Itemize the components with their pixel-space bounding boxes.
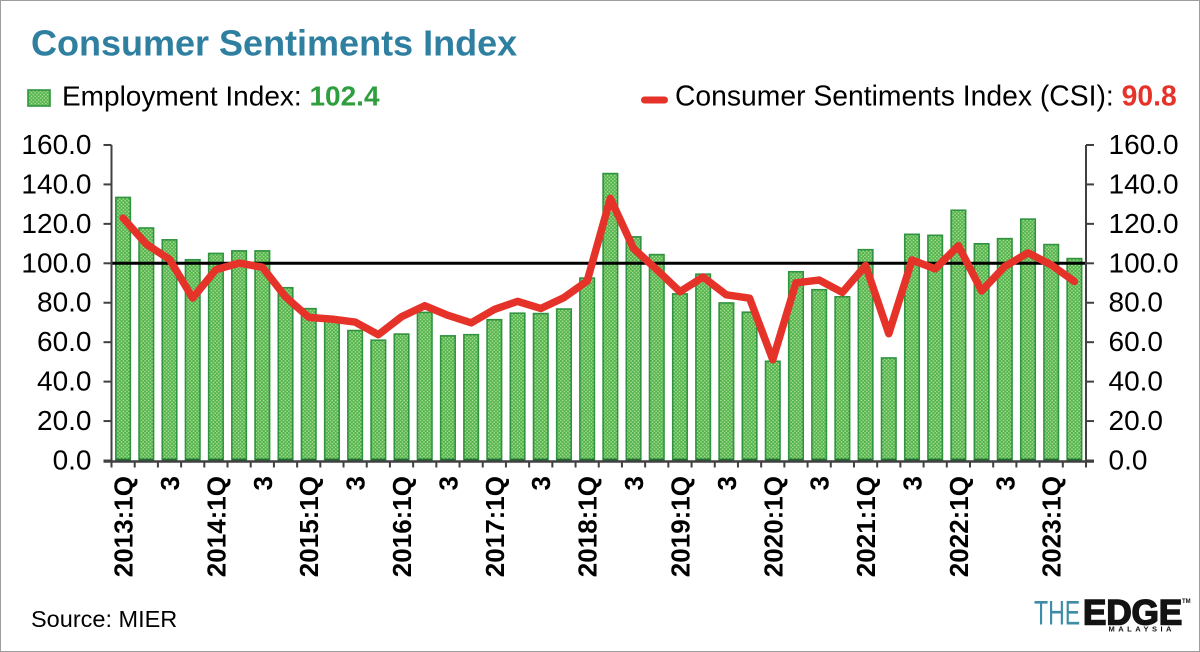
svg-text:40.0: 40.0 <box>1109 366 1164 397</box>
svg-text:2013:1Q: 2013:1Q <box>109 476 139 577</box>
svg-text:2022:1Q: 2022:1Q <box>944 476 974 577</box>
svg-text:3: 3 <box>341 476 371 490</box>
svg-text:2016:1Q: 2016:1Q <box>387 476 417 577</box>
svg-text:20.0: 20.0 <box>1109 405 1164 436</box>
svg-text:140.0: 140.0 <box>21 168 91 199</box>
svg-text:0.0: 0.0 <box>1109 445 1148 476</box>
svg-text:160.0: 160.0 <box>21 129 91 160</box>
svg-text:MALAYSIA: MALAYSIA <box>1109 625 1175 634</box>
svg-text:100.0: 100.0 <box>1109 247 1179 278</box>
svg-text:2014:1Q: 2014:1Q <box>201 476 231 577</box>
svg-text:60.0: 60.0 <box>1109 326 1164 357</box>
svg-text:TM: TM <box>1182 599 1191 605</box>
svg-text:20.0: 20.0 <box>37 405 92 436</box>
svg-text:EDGE: EDGE <box>1083 594 1182 633</box>
svg-text:140.0: 140.0 <box>1109 168 1179 199</box>
svg-text:3: 3 <box>155 476 185 490</box>
svg-text:80.0: 80.0 <box>1109 287 1164 318</box>
svg-text:60.0: 60.0 <box>37 326 92 357</box>
svg-text:3: 3 <box>990 476 1020 490</box>
svg-text:Consumer Sentiments Index (CSI: Consumer Sentiments Index (CSI): 90.8 <box>675 80 1177 112</box>
svg-text:Consumer Sentiments Index: Consumer Sentiments Index <box>31 23 517 64</box>
svg-text:3: 3 <box>805 476 835 490</box>
svg-text:THE: THE <box>1034 595 1080 632</box>
svg-text:0.0: 0.0 <box>53 445 92 476</box>
svg-text:3: 3 <box>248 476 278 490</box>
svg-text:100.0: 100.0 <box>21 247 91 278</box>
svg-text:3: 3 <box>712 476 742 490</box>
svg-text:2015:1Q: 2015:1Q <box>294 476 324 577</box>
svg-text:2021:1Q: 2021:1Q <box>851 476 881 577</box>
svg-text:Source: MIER: Source: MIER <box>31 606 177 632</box>
svg-text:Employment Index: 102.4: Employment Index: 102.4 <box>62 81 380 112</box>
svg-text:2019:1Q: 2019:1Q <box>665 476 695 577</box>
svg-text:3: 3 <box>619 476 649 490</box>
svg-text:2020:1Q: 2020:1Q <box>758 476 788 577</box>
svg-text:3: 3 <box>526 476 556 490</box>
svg-text:2017:1Q: 2017:1Q <box>480 476 510 577</box>
svg-text:3: 3 <box>433 476 463 490</box>
svg-text:80.0: 80.0 <box>37 287 92 318</box>
svg-text:40.0: 40.0 <box>37 366 92 397</box>
svg-text:120.0: 120.0 <box>1109 208 1179 239</box>
svg-text:160.0: 160.0 <box>1109 129 1179 160</box>
svg-text:2018:1Q: 2018:1Q <box>573 476 603 577</box>
svg-text:3: 3 <box>897 476 927 490</box>
svg-text:120.0: 120.0 <box>21 208 91 239</box>
svg-text:2023:1Q: 2023:1Q <box>1037 476 1067 577</box>
